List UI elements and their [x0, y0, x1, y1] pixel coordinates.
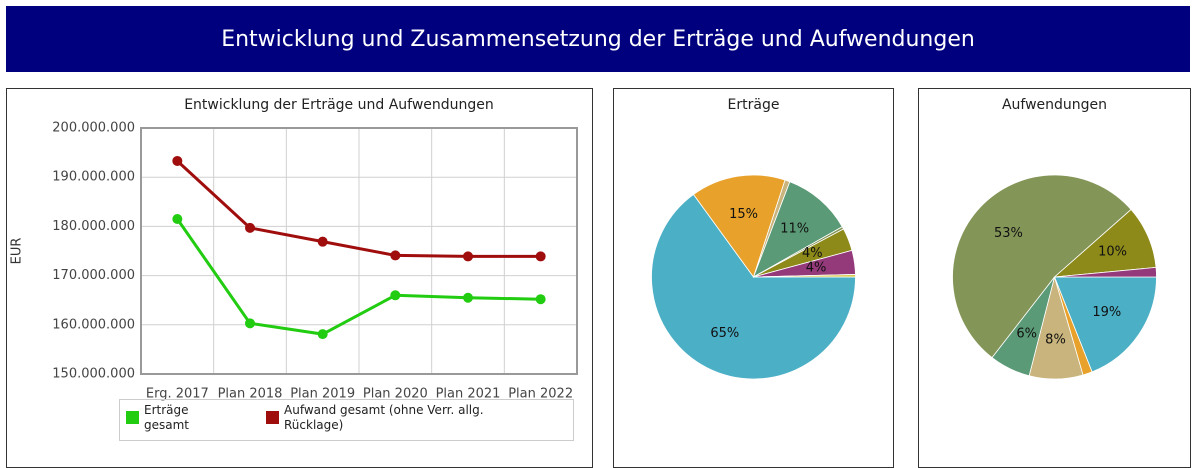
legend-item: Erträge gesamt	[120, 403, 230, 433]
pie-slice	[753, 274, 856, 278]
slice-label: 10%	[1098, 244, 1127, 259]
point	[390, 290, 401, 301]
slice-label: 4%	[806, 260, 827, 275]
pie-slice	[692, 174, 786, 278]
chart-title: Aufwendungen	[1002, 97, 1107, 113]
x-tick-label: Plan 2022	[508, 387, 573, 402]
slice-label: 11%	[780, 222, 809, 237]
slice-label: 19%	[1092, 305, 1121, 320]
line-chart: Entwicklung der Erträge und Aufwendungen…	[10, 97, 578, 402]
pie-panel: Aufwendungen 19% 8% 6% 53% 10%	[918, 88, 1191, 468]
y-tick-label: 190.000.000	[52, 170, 135, 185]
pie-chart: Erträge 65% 15% 11% 4%4%	[651, 97, 856, 380]
pie-slice	[752, 181, 843, 278]
page: {"header": {"title": "Entwicklung und Zu…	[6, 6, 1191, 468]
point	[390, 250, 401, 261]
point	[245, 222, 255, 233]
y-tick-label: 180.000.000	[52, 219, 135, 234]
point	[535, 294, 546, 305]
x-tick-label: Erg. 2017	[146, 387, 209, 402]
pie-panel: Erträge 65% 15% 11% 4% 4%	[613, 88, 894, 468]
header-title: Entwicklung und Zusammensetzung der Ertr…	[6, 6, 1190, 72]
y-tick-label: 200.000.000	[52, 121, 135, 136]
slice-label: 53%	[994, 226, 1023, 241]
pie-slice	[952, 174, 1132, 359]
slice-label: 15%	[729, 207, 758, 222]
point	[317, 236, 328, 247]
x-tick-label: Plan 2021	[436, 387, 501, 402]
pie-slice	[651, 193, 856, 380]
legend: Erträge gesamt Aufwand gesamt (ohne Verr…	[119, 399, 574, 441]
y-tick-label: 150.000.000	[52, 367, 135, 382]
pie-slice	[1054, 266, 1157, 278]
chart-title: Entwicklung der Erträge und Aufwendungen	[184, 97, 494, 113]
legend-swatch	[126, 411, 139, 424]
line-panel: Entwicklung der Erträge und Aufwendungen…	[6, 88, 593, 468]
slice-label: 6%	[1016, 326, 1037, 341]
legend-label: Erträge gesamt	[144, 403, 189, 432]
legend-label: Aufwand gesamt (ohne Verr. allg. Rücklag…	[284, 403, 484, 432]
series-line	[176, 159, 541, 258]
point	[463, 292, 473, 303]
x-tick-label: Plan 2020	[363, 387, 428, 402]
slice-label: 8%	[1045, 333, 1066, 348]
point	[172, 214, 183, 225]
point	[172, 155, 183, 166]
pie-chart: Aufwendungen 19% 8% 6% 53% 10%	[952, 97, 1157, 380]
y-axis-label: EUR	[10, 238, 25, 265]
y-tick-label: 170.000.000	[52, 268, 135, 283]
plot-border	[140, 127, 578, 375]
point	[317, 329, 328, 340]
pie-slice	[1053, 276, 1157, 373]
slice-label: 65%	[710, 326, 739, 341]
slice-label: 4%	[802, 246, 823, 261]
point	[463, 251, 473, 262]
x-tick-label: Plan 2018	[218, 387, 283, 402]
legend-item: Aufwand gesamt (ohne Verr. allg. Rücklag…	[260, 403, 530, 433]
series-line	[176, 218, 541, 336]
chart-title: Erträge	[728, 97, 780, 113]
point	[245, 318, 255, 329]
x-tick-label: Plan 2019	[290, 387, 355, 402]
point	[535, 251, 546, 262]
y-tick-label: 160.000.000	[52, 317, 135, 332]
legend-swatch	[266, 411, 279, 424]
